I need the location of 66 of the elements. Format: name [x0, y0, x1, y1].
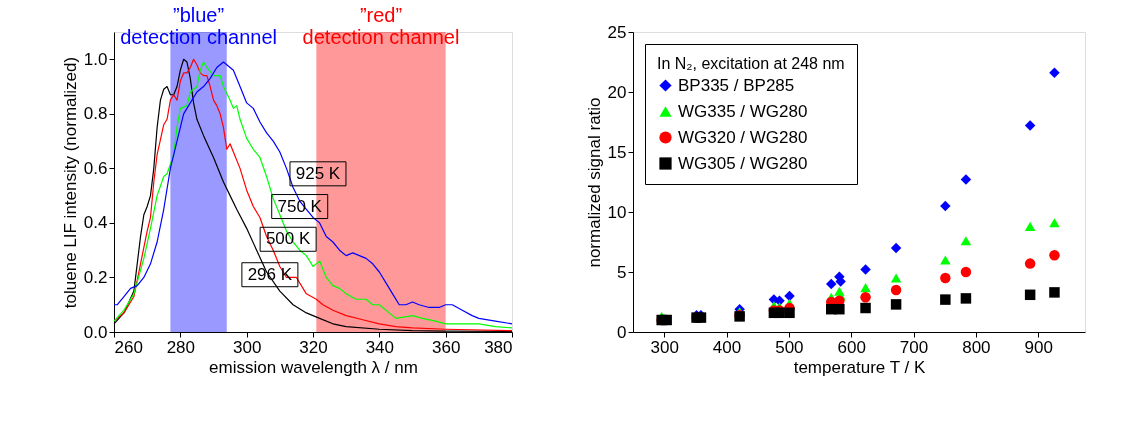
point [890, 284, 902, 296]
legend-label: WG335 / WG280 [678, 101, 808, 121]
point [834, 303, 845, 315]
x-axis-title: emission wavelength λ / nm [209, 357, 418, 377]
y-tick-label: 0.8 [83, 104, 108, 124]
x-tick-label: 700 [899, 337, 929, 357]
point [890, 242, 902, 254]
point [860, 291, 871, 303]
point [890, 299, 902, 310]
x-tick-label: 260 [114, 337, 143, 357]
legend-label: WG305 / WG280 [678, 153, 808, 173]
y-tick-label: 0.4 [83, 213, 108, 233]
point [1024, 258, 1036, 269]
point [940, 200, 951, 212]
x-tick-label: 900 [1024, 337, 1053, 357]
x-axis-title: temperature T / K [793, 357, 926, 377]
point [940, 272, 951, 284]
point [890, 273, 902, 283]
point [1049, 287, 1060, 298]
point [940, 255, 951, 265]
x-tick-label: 400 [712, 337, 742, 357]
point [1049, 249, 1060, 261]
point [860, 264, 871, 275]
point [661, 314, 672, 326]
legend-title: In N₂, excitation at 248 nm [657, 55, 845, 72]
x-tick-label: 800 [962, 337, 991, 357]
legend-label: BP335 / BP285 [678, 75, 795, 95]
band-label: ”blue” detection channel [120, 4, 277, 48]
point [960, 236, 972, 246]
x-tick-label: 500 [775, 337, 804, 357]
y-tick-label: 1.0 [83, 49, 108, 69]
point [1049, 67, 1060, 79]
y-tick-label: 0.6 [83, 158, 108, 178]
x-tick-label: 300 [232, 337, 262, 357]
x-tick-label: 600 [837, 337, 866, 357]
point [784, 307, 795, 319]
point [960, 266, 972, 278]
x-tick-label: 340 [365, 337, 395, 357]
y-tick-label: 10 [607, 202, 627, 222]
y-axis-title: toluene LIF intensity (normalized) [60, 56, 80, 309]
point [860, 302, 871, 314]
y-tick-label: 25 [607, 22, 627, 42]
y-tick-label: 5 [617, 262, 627, 282]
point [1024, 289, 1036, 301]
annotation: 925 K [295, 163, 341, 183]
point [1024, 221, 1036, 231]
y-tick-label: 15 [607, 142, 627, 162]
y-axis-title: normalized signal ratio [584, 97, 604, 268]
point [1024, 120, 1036, 131]
x-tick-label: 280 [166, 337, 196, 357]
annotation: 750 K [277, 196, 323, 216]
x-tick-label: 300 [650, 337, 679, 357]
x-tick-label: 380 [484, 337, 513, 357]
point [826, 278, 837, 290]
y-tick-label: 20 [607, 82, 627, 102]
point [960, 174, 972, 185]
point [860, 283, 871, 293]
point [1049, 218, 1060, 228]
point [960, 293, 972, 304]
legend-label: WG320 / WG280 [678, 127, 808, 147]
point [940, 294, 951, 305]
y-tick-label: 0.2 [83, 267, 108, 287]
y-tick-label: 0 [617, 322, 627, 342]
y-tick-label: 0.0 [83, 322, 108, 342]
x-tick-label: 360 [431, 337, 461, 357]
x-tick-label: 320 [299, 337, 328, 357]
